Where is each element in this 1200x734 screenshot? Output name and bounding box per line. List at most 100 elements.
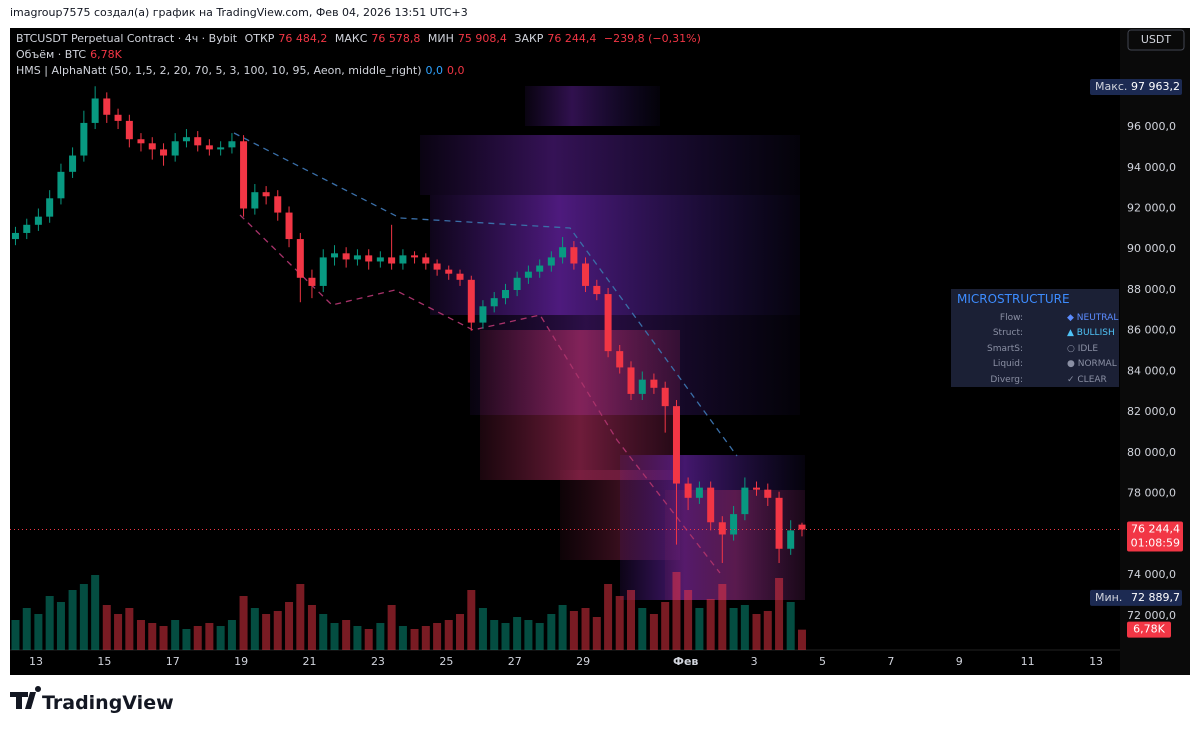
volume-bar: [626, 590, 635, 650]
candle-body: [342, 253, 350, 260]
volume-bar: [444, 620, 453, 650]
y-tick-label: 72 000,0: [1127, 609, 1176, 622]
candle-body: [593, 285, 601, 295]
row-label: SmartS:: [987, 343, 1023, 354]
y-tick-label: 82 000,0: [1127, 405, 1176, 418]
volume-bar: [136, 620, 145, 650]
x-tick-label: 15: [97, 655, 111, 668]
candle-body: [422, 257, 430, 264]
candle-body: [501, 289, 509, 299]
volume-bar: [718, 584, 727, 650]
x-tick-label: 13: [29, 655, 43, 668]
y-tick-label: 78 000,0: [1127, 487, 1176, 500]
profile-overlay: [420, 86, 805, 600]
volume-bar: [319, 614, 328, 650]
indicator-value: 0,0: [447, 64, 465, 77]
volume-bar: [592, 617, 601, 650]
volume-bar: [763, 611, 772, 650]
panel-row: SmartS: ○ IDLE: [951, 341, 1119, 357]
y-tick-label: 90 000,0: [1127, 242, 1176, 255]
candle-body: [467, 279, 475, 323]
x-tick-label: 3: [751, 655, 758, 668]
candle-body: [775, 497, 783, 549]
currency-box: [1127, 29, 1185, 51]
volume-bar: [296, 584, 305, 650]
close-value: 76 244,4: [547, 32, 597, 45]
panel-row: Flow: ◆ NEUTRAL: [951, 310, 1119, 326]
candle-body: [399, 255, 407, 264]
candle-body: [707, 487, 715, 523]
volume-bar: [102, 605, 111, 650]
volume-bar: [569, 611, 578, 650]
y-tick-label: 74 000,0: [1127, 568, 1176, 581]
volume-bar: [216, 626, 225, 650]
volume-bar: [467, 590, 476, 650]
candle-body: [262, 192, 270, 197]
volume-bar: [262, 614, 271, 650]
volume-bar: [22, 608, 31, 650]
volume-title: Объём · BTC: [16, 48, 87, 61]
volume-bar: [478, 608, 487, 650]
candle-body: [23, 224, 31, 233]
marker-value: 97 963,2: [1131, 80, 1180, 93]
volume-bar: [250, 608, 259, 650]
volume-bar: [159, 626, 168, 650]
candle-body: [240, 141, 248, 209]
volume-bar: [353, 626, 362, 650]
volume-bar: [205, 623, 214, 650]
volume-bar: [376, 623, 385, 650]
candle-body: [684, 483, 692, 498]
candle-body: [57, 171, 65, 199]
candle-body: [194, 137, 202, 146]
volume-bar: [501, 623, 510, 650]
volume-bar: [11, 620, 20, 650]
volume-bar: [752, 614, 761, 650]
row-label: Diverg:: [990, 374, 1023, 385]
candle-body: [718, 522, 726, 535]
candle-body: [479, 306, 487, 323]
row-value: ▲ BULLISH: [1067, 328, 1115, 339]
candle-body: [582, 263, 590, 286]
volume-bar: [125, 608, 134, 650]
volume-bar: [456, 614, 465, 650]
candle-body: [69, 155, 77, 172]
candle-body: [251, 192, 259, 209]
swing-low-line: [239, 214, 721, 574]
candle-body: [91, 98, 99, 123]
currency: USDT: [1141, 33, 1172, 46]
volume-badge-label: 6,78K: [1133, 623, 1165, 636]
volume-bar: [524, 620, 533, 650]
volume-legend: Объём · BTC 6,78K: [16, 48, 126, 61]
candle-body: [411, 255, 419, 258]
profile-zone: [420, 135, 800, 195]
volume-bar: [227, 620, 236, 650]
candle-body: [433, 263, 441, 270]
volume-bar: [490, 620, 499, 650]
microstructure-panel: MICROSTRUCTURE Flow: ◆ NEUTRAL Struct: ▲ B…: [951, 289, 1119, 387]
volume-bar: [684, 590, 693, 650]
volume-bar: [114, 614, 123, 650]
row-value: ✓ CLEAR: [1067, 374, 1107, 385]
indicator-value: 0,0: [425, 64, 444, 77]
last-price-badge: [1127, 521, 1183, 552]
panel-row: Liquid: ● NORMAL: [951, 357, 1119, 373]
candle-body: [536, 265, 544, 272]
panel-title: MICROSTRUCTURE: [957, 292, 1070, 306]
row-value: ○ IDLE: [1067, 343, 1098, 354]
candle-body: [308, 277, 316, 286]
candle-body: [695, 487, 703, 498]
volume-bar: [91, 575, 100, 650]
candle-body: [137, 139, 145, 144]
candle-body: [604, 294, 612, 352]
candle-body: [730, 514, 738, 535]
last-price-label: 76 244,4: [1131, 523, 1180, 536]
candle-body: [547, 257, 555, 266]
candle-body: [125, 120, 133, 140]
legend-line: BTCUSDT Perpetual Contract · 4ч · Bybit …: [16, 32, 705, 45]
volume-bar: [421, 626, 430, 650]
x-tick-label: Фев: [673, 655, 698, 668]
volume-bar: [56, 602, 65, 650]
x-tick-label: 25: [439, 655, 453, 668]
candle-body: [80, 122, 88, 156]
